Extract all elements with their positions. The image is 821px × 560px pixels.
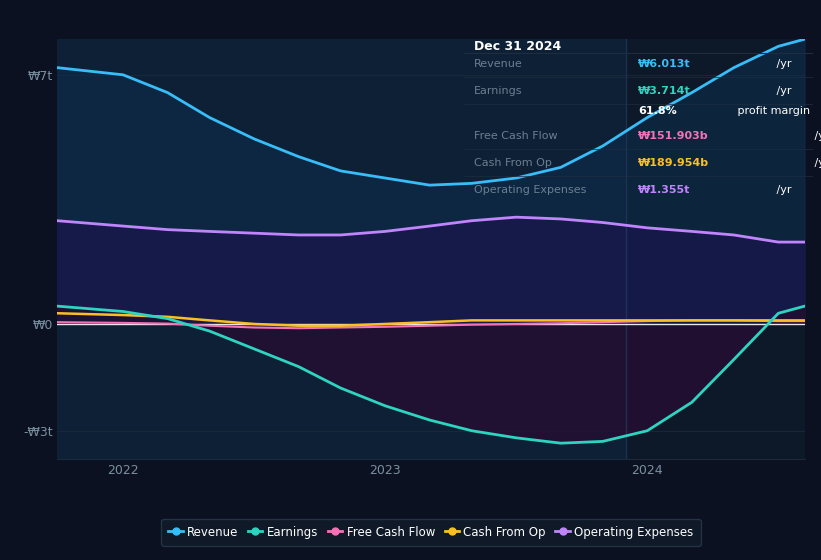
Text: /yr: /yr <box>773 59 791 69</box>
Text: Cash From Op: Cash From Op <box>475 158 553 168</box>
Text: profit margin: profit margin <box>734 105 810 115</box>
Text: Earnings: Earnings <box>475 86 523 96</box>
Text: /yr: /yr <box>811 158 821 168</box>
Text: Free Cash Flow: Free Cash Flow <box>475 132 558 141</box>
Text: ₩1.355t: ₩1.355t <box>639 185 690 195</box>
Text: /yr: /yr <box>773 86 791 96</box>
Text: /yr: /yr <box>773 185 791 195</box>
Bar <box>626 39 805 459</box>
Text: ₩6.013t: ₩6.013t <box>639 59 691 69</box>
Text: 61.8%: 61.8% <box>639 105 677 115</box>
Text: ₩151.903b: ₩151.903b <box>639 132 709 141</box>
Legend: Revenue, Earnings, Free Cash Flow, Cash From Op, Operating Expenses: Revenue, Earnings, Free Cash Flow, Cash … <box>162 519 700 545</box>
Text: Operating Expenses: Operating Expenses <box>475 185 587 195</box>
Text: /yr: /yr <box>811 132 821 141</box>
Text: ₩189.954b: ₩189.954b <box>639 158 709 168</box>
Text: ₩3.714t: ₩3.714t <box>639 86 691 96</box>
Bar <box>57 39 626 459</box>
Text: Revenue: Revenue <box>475 59 523 69</box>
Text: Dec 31 2024: Dec 31 2024 <box>475 40 562 53</box>
